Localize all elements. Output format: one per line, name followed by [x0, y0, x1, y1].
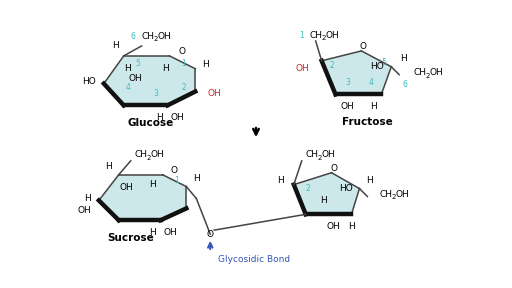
- Text: H: H: [370, 102, 377, 111]
- Text: OH: OH: [77, 206, 91, 215]
- Text: H: H: [321, 196, 327, 205]
- Text: HO: HO: [82, 77, 96, 86]
- Text: OH: OH: [322, 150, 335, 159]
- Polygon shape: [294, 173, 359, 214]
- Text: OH: OH: [164, 228, 177, 237]
- Text: OH: OH: [296, 64, 310, 73]
- Text: Fructose: Fructose: [342, 117, 393, 127]
- Text: H: H: [84, 194, 91, 203]
- Text: OH: OH: [340, 102, 354, 111]
- Text: H: H: [105, 162, 112, 171]
- Polygon shape: [322, 51, 391, 94]
- Text: H: H: [113, 41, 119, 50]
- Text: H: H: [149, 228, 156, 237]
- Text: H: H: [156, 113, 163, 122]
- Text: H: H: [202, 60, 209, 69]
- Text: O: O: [207, 230, 214, 239]
- Text: OH: OH: [129, 74, 142, 83]
- Text: 4: 4: [369, 78, 374, 87]
- Text: CH: CH: [413, 68, 426, 77]
- Text: H: H: [277, 176, 284, 185]
- Text: O: O: [171, 166, 178, 175]
- Text: 2: 2: [322, 35, 326, 41]
- Text: H: H: [124, 64, 131, 73]
- Text: 1: 1: [174, 176, 179, 185]
- Text: 3: 3: [345, 78, 350, 87]
- Text: O: O: [330, 164, 337, 173]
- Polygon shape: [104, 56, 196, 105]
- Text: CH: CH: [379, 190, 392, 199]
- Text: 2: 2: [317, 155, 322, 161]
- Text: H: H: [366, 176, 373, 185]
- Text: OH: OH: [395, 190, 409, 199]
- Text: OH: OH: [170, 113, 184, 122]
- Text: 2: 2: [146, 155, 151, 161]
- Text: 1: 1: [299, 31, 304, 39]
- Text: OH: OH: [120, 183, 134, 192]
- Text: CH: CH: [310, 31, 323, 39]
- Text: O: O: [179, 48, 186, 56]
- Polygon shape: [99, 175, 186, 220]
- Text: OH: OH: [327, 222, 340, 231]
- Text: Sucrose: Sucrose: [108, 233, 154, 243]
- Text: OH: OH: [207, 89, 221, 98]
- Text: HO: HO: [338, 184, 352, 193]
- Text: 5: 5: [381, 58, 386, 67]
- Text: 2: 2: [154, 36, 158, 42]
- Text: OH: OH: [429, 68, 443, 77]
- Text: Glucose: Glucose: [127, 118, 174, 128]
- Text: OH: OH: [326, 31, 339, 39]
- Text: 4: 4: [125, 83, 130, 92]
- Text: H: H: [348, 222, 355, 231]
- Text: 2: 2: [425, 73, 430, 79]
- Text: 6: 6: [403, 80, 408, 89]
- Text: H: H: [162, 64, 169, 73]
- Text: OH: OH: [151, 150, 164, 159]
- Text: 5: 5: [135, 59, 140, 68]
- Text: 2: 2: [305, 184, 310, 193]
- Text: HO: HO: [371, 62, 384, 71]
- Text: CH: CH: [135, 150, 147, 159]
- Text: H: H: [193, 174, 200, 183]
- Text: OH: OH: [158, 32, 172, 41]
- Text: H: H: [400, 54, 407, 63]
- Text: O: O: [360, 42, 367, 52]
- Text: 6: 6: [131, 32, 136, 41]
- Text: 1: 1: [181, 59, 186, 68]
- Text: CH: CH: [142, 32, 155, 41]
- Text: H: H: [149, 180, 156, 189]
- Text: CH: CH: [306, 150, 319, 159]
- Text: 3: 3: [153, 89, 158, 98]
- Text: Glycosidic Bond: Glycosidic Bond: [218, 255, 290, 264]
- Text: 2: 2: [329, 61, 334, 70]
- Text: 2: 2: [391, 194, 396, 200]
- Text: 2: 2: [181, 83, 186, 92]
